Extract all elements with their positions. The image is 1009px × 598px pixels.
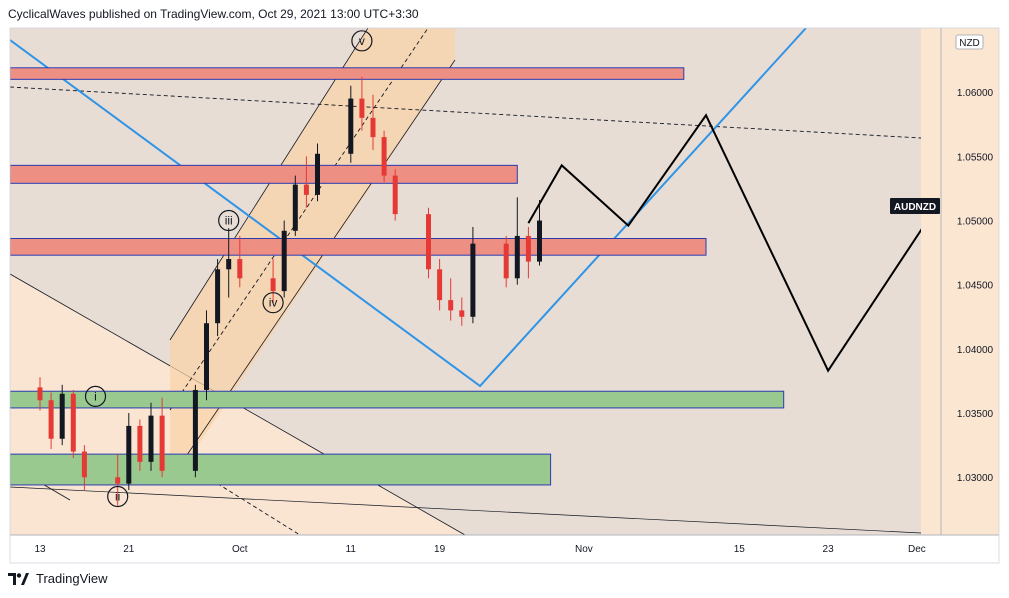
wave-label-i: i (94, 389, 97, 403)
candle-body-34 (537, 220, 542, 262)
candle-body-5 (81, 451, 87, 478)
price-tick-label: 1.03500 (957, 409, 994, 420)
candles (37, 76, 542, 506)
price-tick-label: 1.06000 (957, 88, 994, 99)
blue-trendline (10, 28, 807, 388)
descending-channel-midline (169, 453, 301, 535)
currency-badge: NZD (959, 38, 980, 49)
time-tick-label: 19 (434, 544, 446, 555)
candle-body-4 (70, 393, 76, 452)
wave-badge-iii (218, 209, 240, 232)
chart-frame (9, 27, 1000, 564)
candle-body-20 (315, 153, 320, 195)
candle-body-27 (437, 269, 443, 301)
candle-body-12 (204, 323, 209, 390)
candle-body-25 (392, 175, 398, 215)
dashed-resistance-line (10, 86, 921, 139)
time-axis[interactable]: 13 21 Oct 11 19 Nov 15 23 Dec (10, 534, 999, 563)
projection (527, 113, 921, 373)
price-tick-label: 1.04500 (957, 281, 994, 292)
candle-body-10 (159, 415, 165, 471)
candle-body-18 (292, 184, 298, 231)
time-tick-label: 13 (34, 544, 46, 555)
time-ticks: 13 21 Oct 11 19 Nov 15 23 Dec (34, 544, 925, 555)
candle-body-6 (115, 477, 121, 484)
price-tick-label: 1.03000 (957, 473, 994, 484)
candle-body-8 (137, 425, 143, 462)
time-tick-label: 15 (734, 544, 746, 555)
zones (10, 67, 785, 486)
candle-body-32 (514, 235, 520, 279)
candle-body-30 (470, 243, 476, 317)
candle-body-16 (270, 278, 276, 292)
future-area (921, 28, 941, 535)
time-tick-label: 23 (823, 544, 835, 555)
price-ticks: 1.06000 1.05500 1.05000 1.04500 1.04000 1.035… (957, 88, 994, 484)
candle-body-7 (126, 425, 132, 484)
wave-badge-i (84, 385, 107, 407)
candle-body-33 (525, 235, 531, 262)
tradingview-logo-icon (8, 572, 29, 585)
wave-badge-iv (262, 292, 284, 314)
candle-body-19 (303, 184, 309, 195)
wave-label-ii: ii (115, 489, 120, 503)
wave-label-iv: iv (269, 296, 278, 310)
time-tick-label: Nov (575, 544, 593, 555)
resistance-zone-2 (10, 164, 518, 184)
wave-label-iii: iii (225, 214, 233, 228)
time-tick-label: Oct (232, 544, 248, 555)
projection-path (527, 113, 921, 373)
currency-badge-box (955, 34, 984, 50)
candle-body-28 (448, 300, 454, 311)
price-tick-label: 1.04000 (957, 345, 994, 356)
tradingview-branding[interactable]: TradingView (8, 571, 108, 586)
rising-channel-upper-line (169, 28, 369, 341)
price-label-box (890, 198, 940, 214)
candle-body-1 (37, 387, 43, 401)
candle-body-22 (359, 98, 365, 118)
support-zone-5 (10, 453, 552, 486)
candle-body-11 (192, 389, 198, 471)
support-zone-4 (10, 390, 785, 409)
candle-body-23 (370, 117, 376, 138)
candle-body-15 (237, 259, 243, 279)
candle-body-9 (148, 415, 154, 462)
price-label: AUDNZD (894, 202, 936, 213)
price-axis[interactable]: 1.06000 1.05500 1.05000 1.04500 1.04000 1.035… (940, 28, 999, 535)
candle-body-14 (226, 259, 232, 270)
candle-body-26 (426, 214, 431, 270)
candle-body-24 (381, 137, 387, 176)
resistance-zone-3 (10, 238, 707, 256)
time-tick-label: Dec (908, 544, 926, 555)
tradingview-brand-text: TradingView (36, 571, 108, 586)
candle-body-21 (348, 98, 354, 154)
wave-badge-v (351, 30, 373, 52)
candle-body-31 (503, 243, 509, 279)
publish-info: CyclicalWaves published on TradingView.c… (8, 7, 419, 21)
price-tick-label: 1.05000 (957, 217, 994, 228)
time-axis-background (10, 535, 999, 563)
candle-body-3 (59, 393, 65, 439)
wave-badge-ii (107, 485, 129, 508)
candle-body-29 (459, 310, 465, 317)
price-axis-background (941, 28, 999, 535)
time-tick-label: 11 (346, 544, 357, 555)
candle-body-17 (281, 230, 287, 292)
long-support-line (10, 486, 921, 534)
candle-body-2 (48, 400, 54, 439)
wave-label-v: v (359, 34, 365, 48)
rising-channel-lower-line (169, 59, 456, 481)
candle-body-13 (215, 269, 221, 324)
price-tick-label: 1.05500 (957, 152, 994, 163)
time-tick-label: 21 (123, 544, 135, 555)
resistance-zone-1 (10, 67, 685, 80)
